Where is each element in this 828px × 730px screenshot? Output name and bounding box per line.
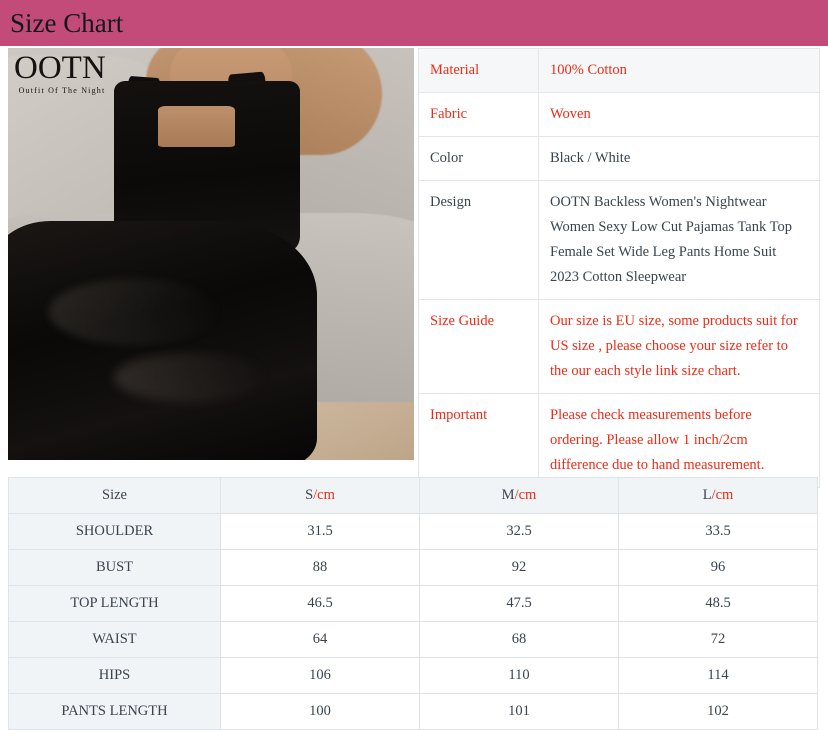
product-photo: OOTN Outfit Of The Night [8, 48, 414, 460]
cell-waist-l: 72 [618, 621, 818, 658]
spec-label-fabric: Fabric [418, 92, 539, 137]
cell-hips-m: 110 [419, 657, 619, 694]
spec-value-color: Black / White [538, 136, 820, 181]
row-label-top-length: TOP LENGTH [8, 585, 221, 622]
table-row: Fabric Woven [418, 92, 820, 137]
table-row: WAIST 64 68 72 [8, 621, 818, 658]
spec-value-size-guide: Our size is EU size, some products suit … [538, 299, 820, 394]
cell-pants-length-l: 102 [618, 693, 818, 730]
spec-value-material: 100% Cotton [538, 48, 820, 93]
table-row: SHOULDER 31.5 32.5 33.5 [8, 513, 818, 550]
black-wide-leg-pants [8, 221, 317, 460]
cell-pants-length-s: 100 [220, 693, 420, 730]
column-header-size: Size [8, 477, 221, 514]
spec-table-body: Material 100% Cotton Fabric Woven Color … [418, 48, 820, 488]
cell-top-length-s: 46.5 [220, 585, 420, 622]
column-header-l-unit: /cm [711, 487, 734, 503]
spec-label-color: Color [418, 136, 539, 181]
table-row: HIPS 106 110 114 [8, 657, 818, 694]
table-header-row: Size S/cm M/cm L/cm [8, 477, 818, 514]
pants-fold-highlight-2 [113, 352, 268, 403]
cell-waist-s: 64 [220, 621, 420, 658]
column-header-l: L/cm [618, 477, 818, 514]
measurement-table-body: SHOULDER 31.5 32.5 33.5 BUST 88 92 96 TO… [8, 513, 818, 730]
row-label-pants-length: PANTS LENGTH [8, 693, 221, 730]
spec-value-design: OOTN Backless Women's Nightwear Women Se… [538, 180, 820, 300]
row-label-bust: BUST [8, 549, 221, 586]
spec-label-size-guide: Size Guide [418, 299, 539, 394]
table-row: Color Black / White [418, 136, 820, 181]
table-row: BUST 88 92 96 [8, 549, 818, 586]
measurement-table: Size S/cm M/cm L/cm SHOULDER 31.5 32.5 3… [8, 477, 818, 730]
cell-bust-s: 88 [220, 549, 420, 586]
photo-scene [8, 48, 414, 460]
column-header-m-label: M [501, 487, 515, 503]
cell-top-length-m: 47.5 [419, 585, 619, 622]
table-row: Design OOTN Backless Women's Nightwear W… [418, 180, 820, 300]
cell-bust-m: 92 [419, 549, 619, 586]
row-label-shoulder: SHOULDER [8, 513, 221, 550]
cell-hips-l: 114 [618, 657, 818, 694]
pants-fold-highlight-1 [48, 278, 220, 345]
spec-value-important: Please check measurements before orderin… [538, 393, 820, 488]
cell-waist-m: 68 [419, 621, 619, 658]
page-banner: Size Chart [0, 0, 828, 46]
spec-value-fabric: Woven [538, 92, 820, 137]
cell-shoulder-l: 33.5 [618, 513, 818, 550]
spec-label-material: Material [418, 48, 539, 93]
page-title: Size Chart [10, 8, 124, 38]
ootn-logo-tagline: Outfit Of The Night [18, 86, 106, 95]
square-neckline [158, 105, 236, 147]
table-row: Important Please check measurements befo… [418, 393, 820, 488]
column-header-m-unit: /cm [514, 487, 537, 503]
table-row: TOP LENGTH 46.5 47.5 48.5 [8, 585, 818, 622]
table-row: PANTS LENGTH 100 101 102 [8, 693, 818, 730]
ootn-logo-wordmark: OOTN [14, 50, 106, 86]
ootn-logo: OOTN Outfit Of The Night [14, 52, 110, 96]
column-header-size-label: Size [102, 487, 127, 503]
column-header-m: M/cm [419, 477, 619, 514]
spec-label-important: Important [418, 393, 539, 488]
cell-shoulder-m: 32.5 [419, 513, 619, 550]
cell-shoulder-s: 31.5 [220, 513, 420, 550]
table-row: Size Guide Our size is EU size, some pro… [418, 299, 820, 394]
column-header-s: S/cm [220, 477, 420, 514]
row-label-waist: WAIST [8, 621, 221, 658]
cell-top-length-l: 48.5 [618, 585, 818, 622]
row-label-hips: HIPS [8, 657, 221, 694]
cell-pants-length-m: 101 [419, 693, 619, 730]
product-spec-table: Material 100% Cotton Fabric Woven Color … [418, 48, 820, 488]
column-header-s-unit: /cm [313, 487, 335, 503]
cell-hips-s: 106 [220, 657, 420, 694]
upper-section: OOTN Outfit Of The Night Material 100% C… [0, 46, 828, 488]
spec-label-design: Design [418, 180, 539, 300]
cell-bust-l: 96 [618, 549, 818, 586]
measurement-table-head: Size S/cm M/cm L/cm [8, 477, 818, 514]
table-row: Material 100% Cotton [418, 48, 820, 93]
column-header-l-label: L [702, 487, 712, 503]
column-header-s-label: S [305, 487, 314, 503]
